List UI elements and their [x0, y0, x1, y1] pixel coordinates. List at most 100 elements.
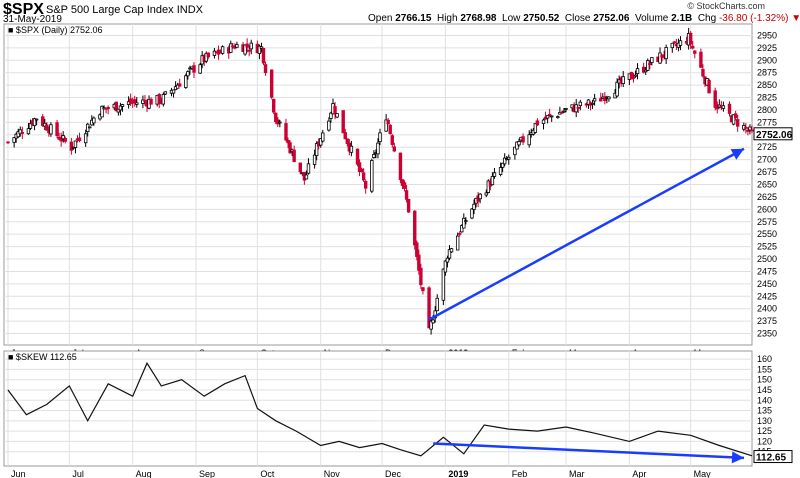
quote-line: Open 2766.15 High 2768.98 Low 2750.52 Cl… — [368, 13, 800, 24]
price-candle-body — [333, 106, 337, 115]
price-candle-body — [245, 43, 249, 48]
price-candle-body — [615, 81, 619, 97]
price-candle-body — [355, 148, 360, 165]
price-candle-body — [349, 145, 354, 153]
price-candle-body — [235, 44, 239, 48]
price-candle-body — [249, 42, 253, 50]
price-candle-body — [298, 162, 302, 173]
price-candles — [6, 27, 754, 335]
price-candle-body — [713, 90, 717, 108]
price-candle-body — [406, 199, 411, 213]
price-candle-body — [116, 108, 121, 113]
price-candle-body — [83, 133, 88, 144]
price-candle-body — [460, 225, 464, 233]
price-candle-body — [490, 176, 495, 186]
price-candle-body — [278, 121, 282, 124]
price-candle-body — [578, 101, 583, 107]
skew-xtick-label: May — [694, 469, 712, 478]
price-candle-body — [357, 162, 362, 172]
price-candle-body — [678, 40, 683, 46]
price-legend: ■ $SPX (Daily) 2752.06 — [8, 25, 102, 35]
skew-ytick-label: 125 — [757, 426, 772, 436]
price-ytick-label: 2650 — [757, 180, 777, 190]
price-ytick-label: 2725 — [757, 142, 777, 152]
skew-xtick-label: Jun — [11, 469, 26, 478]
price-candle-body — [492, 172, 497, 177]
price-ytick-label: 2625 — [757, 192, 777, 202]
skew-ytick-label: 145 — [757, 385, 772, 395]
price-candle-body — [329, 112, 333, 119]
price-candle-body — [69, 141, 74, 151]
price-candle-body — [599, 98, 603, 102]
price-trend-arrow — [428, 147, 745, 321]
price-candle-body — [286, 140, 290, 144]
price-last-value-box — [753, 127, 793, 141]
price-candle-body — [431, 319, 435, 324]
price-candle-body — [644, 69, 648, 73]
price-candle-body — [733, 113, 738, 119]
price-candle-body — [533, 123, 538, 133]
price-candle-body — [6, 141, 10, 144]
price-candle-body — [727, 103, 732, 114]
skew-last-value-box — [753, 450, 793, 464]
price-candle-body — [541, 119, 546, 124]
price-candle-body — [163, 91, 168, 95]
price-candle-body — [535, 120, 540, 126]
price-candle-body — [731, 114, 736, 125]
price-candle-body — [363, 181, 368, 189]
skew-xtick-label: Jul — [72, 469, 84, 478]
price-candle-body — [59, 137, 63, 142]
price-candle-body — [177, 83, 182, 87]
price-candle-body — [498, 167, 503, 176]
price-ytick-label: 2350 — [757, 329, 777, 339]
price-candle-body — [335, 113, 339, 118]
price-ytick-label: 2600 — [757, 204, 777, 214]
price-candle-body — [693, 50, 697, 54]
price-candle-body — [404, 190, 409, 200]
price-ytick-label: 2900 — [757, 55, 777, 65]
skew-ytick-label: 135 — [757, 406, 772, 416]
price-candle-body — [699, 51, 703, 68]
price-candle-body — [576, 106, 580, 109]
price-candle-body — [447, 249, 452, 259]
price-candle-body — [455, 235, 460, 251]
price-ytick-label: 2500 — [757, 254, 777, 264]
price-candle-body — [34, 118, 39, 121]
price-candle-body — [319, 138, 323, 146]
price-candle-body — [417, 254, 421, 271]
price-candle-body — [106, 106, 110, 110]
price-candle-body — [220, 46, 225, 54]
price-candle-body — [247, 49, 251, 52]
price-candle-body — [415, 242, 419, 257]
price-candle-body — [429, 320, 433, 330]
price-ytick-label: 2575 — [757, 217, 777, 227]
price-candle-body — [41, 116, 45, 126]
price-candle-body — [717, 104, 721, 108]
price-candle-body — [130, 101, 135, 104]
price-candle-body — [556, 116, 560, 118]
price-candle-body — [672, 41, 677, 44]
price-ytick-label: 2400 — [757, 304, 777, 314]
price-candle-body — [521, 136, 525, 143]
price-candle-body — [288, 142, 292, 154]
price-candle-body — [133, 99, 137, 103]
price-candle-body — [149, 98, 153, 105]
price-candle-body — [314, 143, 319, 156]
price-candle-body — [198, 64, 202, 74]
price-candle-body — [292, 149, 296, 163]
skew-line — [7, 361, 753, 457]
price-candle-body — [564, 108, 568, 110]
price-candle-body — [603, 96, 607, 102]
price-candle-body — [484, 192, 488, 196]
price-candle-body — [664, 47, 668, 60]
price-candle-body — [120, 104, 125, 107]
skew-trend-arrow — [433, 442, 745, 460]
price-candle-body — [641, 66, 646, 73]
brand-watermark: © StockCharts.com — [687, 1, 765, 11]
price-candle-body — [648, 63, 652, 65]
price-candle-body — [261, 47, 266, 64]
price-candle-body — [128, 98, 133, 104]
price-candle-body — [646, 60, 650, 71]
price-candle-body — [304, 174, 309, 180]
price-candle-body — [650, 57, 654, 63]
